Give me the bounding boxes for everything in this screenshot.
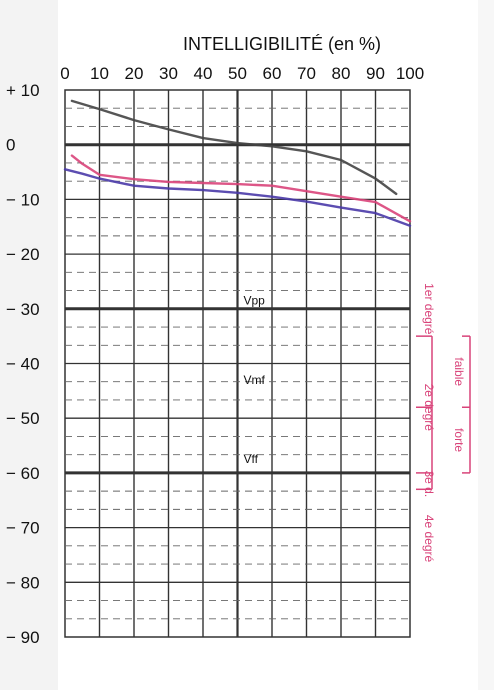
x-tick-label: 20: [125, 64, 144, 83]
x-tick-label: 50: [228, 64, 247, 83]
x-tick-label: 100: [396, 64, 424, 83]
y-tick-label: 0: [6, 136, 15, 155]
y-tick-label: − 50: [6, 409, 40, 428]
zone-labels: Vpp Vmf Vff: [244, 294, 266, 467]
x-tick-label: 90: [366, 64, 385, 83]
x-tick-label: 60: [263, 64, 282, 83]
series-line-1: [70, 99, 398, 196]
zone-label: Vmf: [244, 373, 266, 387]
y-tick-label: − 80: [6, 573, 40, 592]
y-tick-label: − 90: [6, 628, 40, 647]
y-tick-label: − 30: [6, 300, 40, 319]
y-axis-tick-labels: + 10 0 − 10 − 20 − 30 − 40 − 50 − 60 − 70 − 80 − 9…: [6, 81, 40, 647]
page-edge-shade: [478, 0, 494, 690]
chart-grid: [64, 89, 411, 638]
y-tick-label: − 70: [6, 519, 40, 538]
strength-label: forte: [452, 428, 466, 452]
degree-label: 3e d.: [422, 470, 436, 497]
y-tick-label: − 20: [6, 245, 40, 264]
chart-title: INTELLIGIBILITÉ (en %): [183, 34, 381, 54]
x-tick-label: 10: [90, 64, 109, 83]
strength-label: faible: [452, 357, 466, 386]
degree-label: 1er degré: [422, 283, 436, 335]
x-tick-label: 70: [297, 64, 316, 83]
x-axis-tick-labels: 0 10 20 30 40 50 60 70 80 90 100: [60, 64, 424, 83]
series-line-3: [63, 168, 412, 227]
x-tick-label: 80: [332, 64, 351, 83]
degree-scale: 1er degré 2e degré 3e d. 4e degré faible fort…: [416, 283, 471, 563]
series-line-2: [70, 154, 412, 223]
y-tick-label: − 40: [6, 355, 40, 374]
x-tick-label: 40: [194, 64, 213, 83]
chart-series: [63, 99, 412, 227]
zone-label: Vpp: [244, 294, 266, 308]
zone-label: Vff: [244, 452, 259, 466]
page-margin-shade: [0, 0, 58, 690]
y-tick-label: − 60: [6, 464, 40, 483]
y-tick-label: + 10: [6, 81, 40, 100]
y-tick-label: − 10: [6, 190, 40, 209]
x-tick-label: 0: [60, 64, 69, 83]
degree-label: 2e degré: [422, 384, 436, 432]
degree-label: 4e degré: [422, 515, 436, 563]
x-tick-label: 30: [159, 64, 178, 83]
